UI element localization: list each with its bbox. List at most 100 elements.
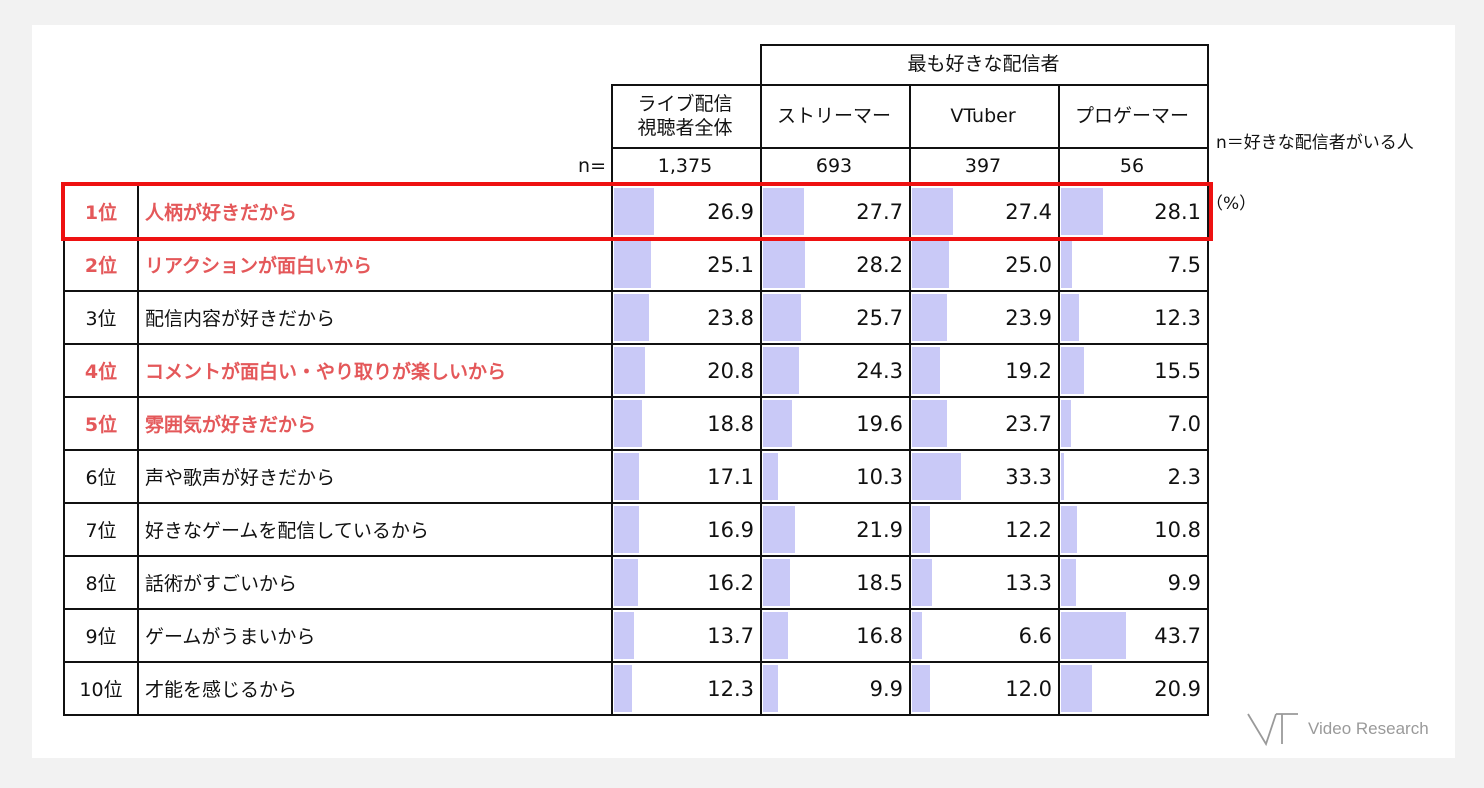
data-value-label: 23.9 xyxy=(1005,305,1052,330)
data-value-label: 25.0 xyxy=(1005,252,1052,277)
data-bar xyxy=(763,347,799,394)
data-bar xyxy=(1061,453,1065,500)
data-value-label: 13.7 xyxy=(707,623,754,648)
rank-label: 5位 xyxy=(84,414,118,436)
reason-label: リアクションが面白いから xyxy=(145,255,373,277)
data-value-label: 2.3 xyxy=(1167,464,1201,489)
header-all-line1: ライブ配信 xyxy=(637,93,733,115)
data-bar xyxy=(1061,400,1072,447)
data-value-label: 26.9 xyxy=(707,199,754,224)
group-header: 最も好きな配信者 xyxy=(907,53,1060,75)
reason-label: 才能を感じるから xyxy=(145,679,298,701)
data-value-label: 13.3 xyxy=(1005,570,1052,595)
data-value-label: 16.8 xyxy=(856,623,903,648)
data-value-label: 6.6 xyxy=(1018,623,1052,648)
data-bar xyxy=(1061,188,1103,235)
reason-label: ゲームがうまいから xyxy=(145,626,316,648)
data-bar xyxy=(614,506,639,553)
header-vtuber: VTuber xyxy=(950,105,1016,127)
rank-label: 6位 xyxy=(85,467,117,489)
data-bar xyxy=(614,453,640,500)
data-bar xyxy=(614,241,652,288)
data-value-label: 7.5 xyxy=(1167,252,1201,277)
data-bar xyxy=(763,400,792,447)
data-bar xyxy=(912,453,962,500)
data-bar xyxy=(912,188,953,235)
grid-line xyxy=(909,184,911,716)
data-value-label: 18.5 xyxy=(856,570,903,595)
data-bar xyxy=(1061,506,1077,553)
grid-line xyxy=(63,449,1209,451)
data-value-label: 20.8 xyxy=(707,358,754,383)
grid-line xyxy=(63,661,1209,663)
data-bar xyxy=(912,400,948,447)
grid-line xyxy=(1207,44,1209,184)
rank-label: 8位 xyxy=(85,573,117,595)
header-progamer: プロゲーマー xyxy=(1074,105,1189,127)
data-bar xyxy=(912,506,931,553)
grid-line xyxy=(63,184,65,716)
grid-line xyxy=(63,555,1209,557)
data-bar xyxy=(763,241,805,288)
video-research-logo: Video Research xyxy=(1246,712,1429,746)
data-value-label: 25.1 xyxy=(707,252,754,277)
data-value-label: 12.3 xyxy=(707,676,754,701)
data-value-label: 28.1 xyxy=(1154,199,1201,224)
data-value-label: 17.1 xyxy=(707,464,754,489)
data-bar xyxy=(614,559,638,606)
data-bar xyxy=(1061,294,1080,341)
data-bar xyxy=(763,665,778,712)
rank-label: 9位 xyxy=(85,626,117,648)
rank-label: 7位 xyxy=(85,520,117,542)
data-value-label: 23.8 xyxy=(707,305,754,330)
unit-note: （%） xyxy=(1206,194,1257,214)
data-value-label: 12.2 xyxy=(1005,517,1052,542)
header-all-line2: 視聴者全体 xyxy=(637,117,733,139)
data-value-label: 21.9 xyxy=(856,517,903,542)
data-bar xyxy=(763,612,788,659)
data-bar xyxy=(763,506,796,553)
data-value-label: 27.7 xyxy=(856,199,903,224)
highlight-box xyxy=(61,182,1213,241)
data-value-label: 18.8 xyxy=(707,411,754,436)
data-bar xyxy=(912,665,930,712)
grid-line xyxy=(760,44,1207,46)
grid-line xyxy=(760,184,762,716)
data-bar xyxy=(1061,665,1092,712)
data-value-label: 12.3 xyxy=(1154,305,1201,330)
vr-logo-icon xyxy=(1247,713,1298,746)
grid-line xyxy=(63,396,1209,398)
grid-line xyxy=(1058,84,1060,184)
data-bar xyxy=(912,347,941,394)
header-streamer: ストリーマー xyxy=(776,105,891,127)
header-all-viewers: ライブ配信 視聴者全体 xyxy=(611,85,759,147)
data-bar xyxy=(912,294,948,341)
data-value-label: 16.9 xyxy=(707,517,754,542)
grid-line xyxy=(1058,184,1060,716)
data-bar xyxy=(912,612,922,659)
n-vtuber: 397 xyxy=(964,154,1002,177)
reason-label: 人柄が好きだから xyxy=(145,202,298,224)
grid-line xyxy=(909,84,911,184)
grid-line xyxy=(611,84,613,184)
data-value-label: 19.6 xyxy=(856,411,903,436)
data-bar xyxy=(614,294,650,341)
n-label: n= xyxy=(578,154,606,177)
grid-line xyxy=(63,714,1209,716)
logo-text: Video Research xyxy=(1308,719,1429,738)
rank-label: 3位 xyxy=(85,308,117,330)
data-value-label: 15.5 xyxy=(1154,358,1201,383)
grid-line xyxy=(137,184,139,716)
data-value-label: 7.0 xyxy=(1167,411,1201,436)
data-value-label: 10.8 xyxy=(1154,517,1201,542)
grid-line xyxy=(1207,184,1209,716)
data-bar xyxy=(1061,559,1076,606)
rank-label: 1位 xyxy=(84,202,118,224)
rank-label: 10位 xyxy=(79,679,123,701)
data-value-label: 33.3 xyxy=(1005,464,1052,489)
data-bar xyxy=(763,453,779,500)
data-bar xyxy=(912,241,949,288)
data-value-label: 20.9 xyxy=(1154,676,1201,701)
data-value-label: 24.3 xyxy=(856,358,903,383)
grid-line xyxy=(760,44,762,184)
